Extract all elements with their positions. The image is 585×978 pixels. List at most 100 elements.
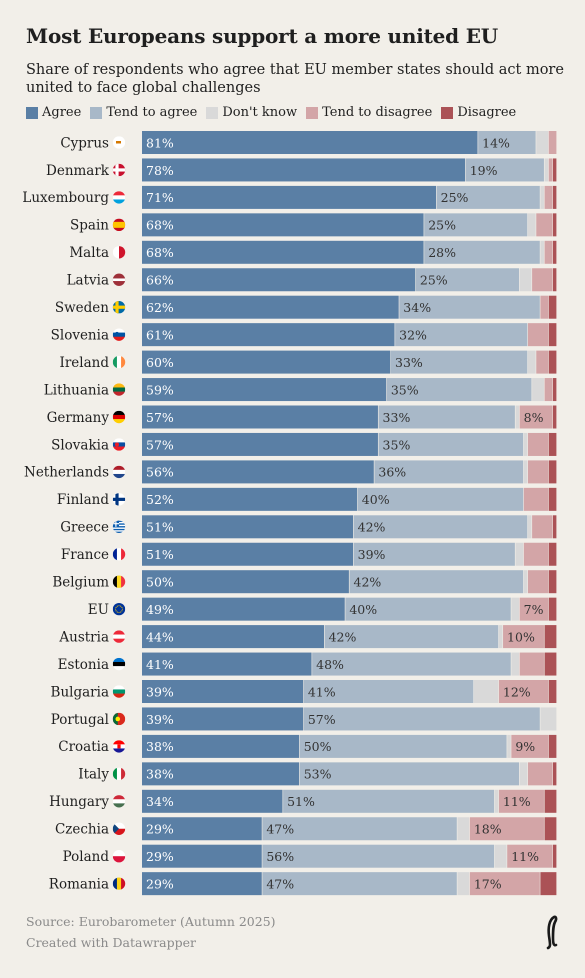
category-label-slovakia: Slovakia <box>51 437 109 453</box>
bar-tend-to-agree-greece <box>353 515 528 539</box>
bar-tend-to-disagree-bulgaria <box>498 680 549 703</box>
bar-agree-greece <box>142 515 354 539</box>
bar-tend-to-disagree-netherlands <box>527 460 549 484</box>
bar-tend-to-agree-sweden <box>399 295 540 319</box>
value-label-tend-to-agree-france: 39% <box>358 547 386 562</box>
bar-tend-to-disagree-lithuania <box>544 378 553 402</box>
bar-tend-to-disagree-cyprus <box>548 131 557 154</box>
bar-tend-to-agree-denmark <box>465 158 544 182</box>
category-label-estonia: Estonia <box>58 657 109 673</box>
value-label-tend-to-agree-latvia: 25% <box>420 273 448 288</box>
value-label-agree-portugal: 39% <box>146 712 174 727</box>
category-label-denmark: Denmark <box>46 163 110 179</box>
bar-disagree-greece <box>552 515 557 539</box>
bar-tend-to-agree-bulgaria <box>303 680 474 703</box>
category-label-portugal: Portugal <box>51 712 109 728</box>
bar-tend-to-agree-luxembourg <box>436 185 540 209</box>
bar-disagree-france <box>548 542 557 566</box>
value-label-tend-to-agree-denmark: 19% <box>470 163 498 178</box>
bar-tend-to-agree-slovakia <box>378 432 524 456</box>
category-label-romania: Romania <box>49 876 109 892</box>
value-label-agree-ireland: 60% <box>146 355 174 370</box>
value-label-tend-to-agree-netherlands: 36% <box>378 465 406 480</box>
value-label-tend-to-agree-estonia: 48% <box>316 657 344 672</box>
bar-disagree-italy <box>552 762 557 786</box>
bar-tend-to-disagree-germany <box>519 405 553 429</box>
bar-agree-spain <box>142 213 424 237</box>
bar-tend-to-agree-estonia <box>312 652 511 676</box>
value-label-tend-to-disagree-hungary: 11% <box>503 794 531 809</box>
legend-swatch-disagree <box>441 106 454 119</box>
bar-agree-romania <box>142 872 262 896</box>
latvia-flag-icon <box>112 273 126 286</box>
value-label-tend-to-disagree-romania: 17% <box>474 876 502 891</box>
credit-note: Created with Datawrapper <box>26 935 196 950</box>
portugal-flag-icon <box>112 712 126 726</box>
bar-don-t-know-bulgaria <box>474 680 499 703</box>
legend-swatch-dont-know <box>206 106 219 119</box>
value-label-tend-to-agree-sweden: 34% <box>403 300 431 315</box>
bar-tend-to-agree-cyprus <box>478 131 536 154</box>
stacked-bar-chart: Cyprus 81% 14% Denmark 78% 19% Luxembourg 71% 25… <box>22 131 557 896</box>
bar-agree-czechia <box>142 817 262 841</box>
bar-tend-to-disagree-austria <box>503 625 544 649</box>
value-label-agree-latvia: 66% <box>146 273 174 288</box>
value-label-agree-eu: 49% <box>146 602 174 617</box>
category-label-sweden: Sweden <box>55 300 109 316</box>
bar-agree-luxembourg <box>142 185 437 209</box>
bar-don-t-know-latvia <box>519 268 532 292</box>
value-label-agree-slovenia: 61% <box>146 327 174 342</box>
legend-item-tend-to-disagree: Tend to disagree <box>306 105 432 120</box>
value-label-tend-to-agree-austria: 42% <box>329 629 357 644</box>
bar-don-t-know-spain <box>527 213 536 237</box>
legend-label-tend-to-disagree: Tend to disagree <box>322 105 433 120</box>
luxembourg-flag-icon <box>112 191 126 204</box>
value-label-agree-sweden: 62% <box>146 300 174 315</box>
bulgaria-flag-icon <box>112 685 126 698</box>
category-label-netherlands: Netherlands <box>24 465 109 481</box>
value-label-agree-spain: 68% <box>146 218 174 233</box>
bar-tend-to-disagree-estonia <box>519 652 544 676</box>
chart-subtitle: Share of respondents who agree that EU m… <box>26 62 564 96</box>
bar-tend-to-disagree-hungary <box>498 789 544 813</box>
bar-tend-to-disagree-finland <box>523 487 549 511</box>
spain-flag-icon <box>112 218 126 232</box>
value-label-tend-to-agree-lithuania: 35% <box>391 382 419 397</box>
bar-tend-to-disagree-latvia <box>532 268 553 292</box>
bar-tend-to-disagree-italy <box>527 762 553 786</box>
value-label-tend-to-agree-germany: 33% <box>383 410 411 425</box>
bar-tend-to-agree-eu <box>345 597 511 621</box>
bar-agree-portugal <box>142 707 304 731</box>
bar-don-t-know-croatia <box>507 734 511 758</box>
legend-label-disagree: Disagree <box>457 105 517 120</box>
value-label-agree-estonia: 41% <box>146 657 174 672</box>
bar-tend-to-disagree-ireland <box>536 350 549 374</box>
romania-flag-icon <box>112 877 126 890</box>
value-label-agree-finland: 52% <box>146 492 174 507</box>
category-label-ireland: Ireland <box>60 355 110 371</box>
bar-agree-slovenia <box>142 323 395 347</box>
bar-disagree-lithuania <box>552 378 557 402</box>
bar-agree-estonia <box>142 652 312 676</box>
value-label-tend-to-disagree-poland: 11% <box>511 849 539 864</box>
value-label-agree-italy: 38% <box>146 767 174 782</box>
bar-agree-belgium <box>142 570 349 594</box>
category-label-poland: Poland <box>63 849 110 865</box>
bar-tend-to-agree-latvia <box>415 268 520 292</box>
bar-don-t-know-france <box>515 542 524 566</box>
publisher-logo-icon <box>546 915 558 950</box>
bar-disagree-slovakia <box>548 432 557 456</box>
bar-tend-to-agree-lithuania <box>386 378 532 402</box>
bar-don-t-know-eu <box>511 597 520 621</box>
legend-label-tend-to-agree: Tend to agree <box>106 105 198 120</box>
value-label-tend-to-disagree-croatia: 9% <box>515 739 535 754</box>
legend: Agree Tend to agree Don't know Tend to d… <box>26 105 516 120</box>
bar-tend-to-agree-germany <box>378 405 515 429</box>
bar-disagree-netherlands <box>548 460 557 484</box>
legend-label-dont-know: Don't know <box>222 105 298 120</box>
bar-disagree-ireland <box>548 350 557 374</box>
bar-tend-to-agree-portugal <box>303 707 540 731</box>
bar-don-t-know-poland <box>494 844 507 868</box>
value-label-agree-malta: 68% <box>146 245 174 260</box>
category-label-greece: Greece <box>60 520 109 536</box>
